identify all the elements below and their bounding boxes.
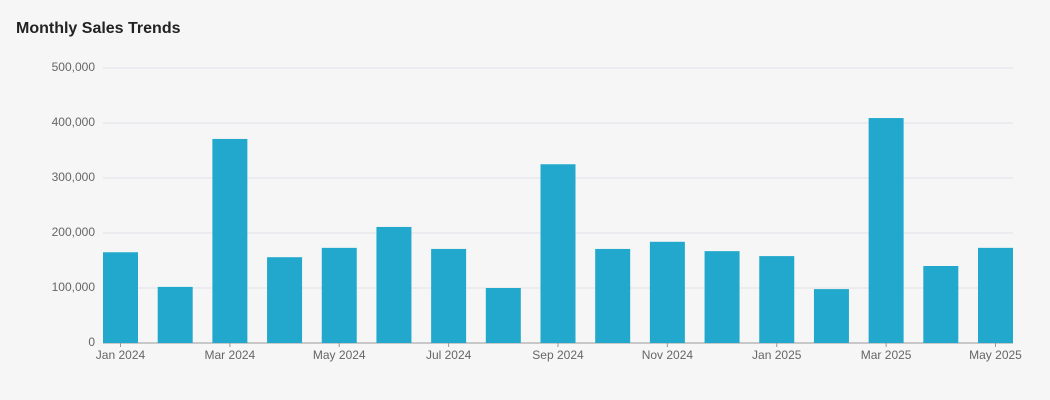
bar bbox=[540, 164, 576, 343]
bar bbox=[813, 289, 849, 343]
x-tick-label: May 2025 bbox=[969, 348, 1022, 362]
bar bbox=[978, 247, 1013, 343]
bar bbox=[649, 241, 685, 343]
x-tick-label: Jan 2024 bbox=[96, 348, 146, 362]
x-tick-label: Sep 2024 bbox=[532, 348, 584, 362]
y-tick-label: 400,000 bbox=[52, 115, 96, 129]
x-tick-label: May 2024 bbox=[313, 348, 366, 362]
x-tick-label: Jan 2025 bbox=[752, 348, 802, 362]
x-tick-label: Mar 2025 bbox=[861, 348, 912, 362]
bar bbox=[157, 286, 193, 343]
bar bbox=[923, 266, 959, 343]
bar bbox=[267, 257, 303, 343]
bar bbox=[103, 252, 138, 343]
x-tick-label: Mar 2024 bbox=[205, 348, 256, 362]
chart-title: Monthly Sales Trends bbox=[16, 20, 181, 37]
bar bbox=[431, 248, 467, 343]
bar bbox=[868, 118, 904, 343]
bar bbox=[595, 248, 631, 343]
bar bbox=[321, 247, 357, 343]
bar bbox=[759, 256, 795, 343]
y-tick-label: 100,000 bbox=[52, 280, 96, 294]
y-tick-label: 500,000 bbox=[52, 60, 96, 74]
x-tick-label: Nov 2024 bbox=[642, 348, 694, 362]
bar bbox=[485, 288, 521, 343]
bar bbox=[376, 226, 412, 343]
x-tick-label: Jul 2024 bbox=[426, 348, 472, 362]
bar bbox=[212, 138, 248, 343]
y-tick-label: 300,000 bbox=[52, 170, 96, 184]
y-tick-label: 0 bbox=[88, 335, 95, 349]
bar bbox=[704, 251, 740, 343]
y-tick-label: 200,000 bbox=[52, 225, 96, 239]
